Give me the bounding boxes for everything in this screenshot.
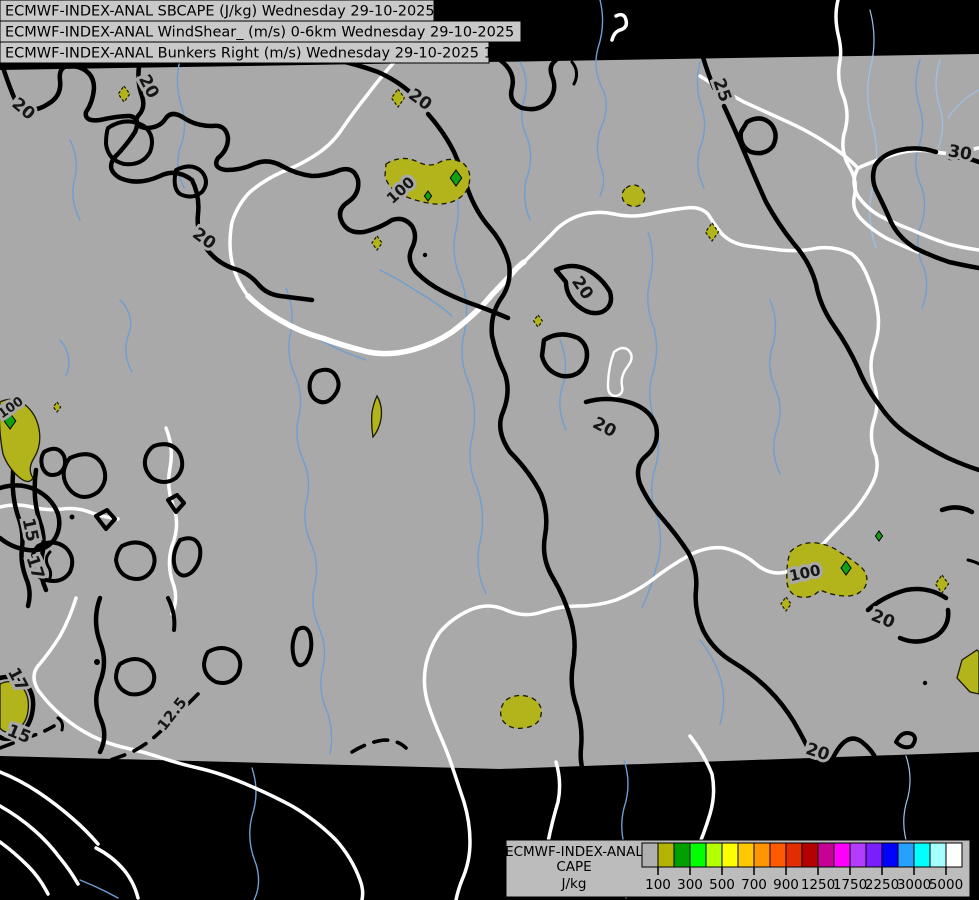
colorbar-swatch	[929, 842, 947, 868]
legend-title: ECMWF-INDEX-ANAL	[505, 844, 643, 860]
cape-small-patch	[52, 400, 62, 414]
cape-small-patch	[704, 221, 720, 243]
colorbar-swatch	[753, 842, 771, 868]
colorbar-swatch	[817, 842, 835, 868]
colorbar-swatch	[833, 842, 851, 868]
title-line-1: ECMWF-INDEX-ANAL SBCAPE (J/kg) Wednesday…	[5, 4, 481, 20]
colorbar-ticks	[657, 867, 947, 875]
colorbar-swatch	[721, 842, 739, 868]
colorbar-swatch	[881, 842, 899, 868]
colorbar-swatch	[785, 842, 803, 868]
shear-contours	[0, 51, 979, 770]
colorbar-tick-label: 500	[709, 877, 735, 893]
colorbar-tick-label: 3000	[897, 877, 931, 893]
colorbar-swatch	[689, 842, 707, 868]
cape-200-mark	[874, 530, 884, 542]
cape-200-mark	[449, 169, 463, 187]
cape-small-patch	[532, 313, 544, 329]
colorbar-tick-label: 2250	[865, 877, 899, 893]
colorbar-swatch	[657, 842, 675, 868]
legend-parameter: CAPE	[556, 859, 591, 875]
colorbar-swatch	[897, 842, 915, 868]
cape-200-mark	[423, 190, 433, 202]
title-line-3: ECMWF-INDEX-ANAL Bunkers Right (m/s) Wed…	[5, 46, 525, 62]
colorbar-swatch	[673, 842, 691, 868]
colorbar-swatch	[641, 842, 659, 868]
map-title-line: ECMWF-INDEX-ANAL SBCAPE (J/kg) Wednesday…	[0, 0, 481, 22]
cape-200-mark	[3, 412, 17, 430]
cape-200-mark	[840, 560, 852, 576]
colorbar-tick-label: 100	[645, 877, 671, 893]
map-domain	[0, 54, 979, 769]
colorbar-tick-label: 1750	[833, 877, 867, 893]
cape-small-patch	[780, 595, 792, 613]
colorbar-tick-label: 5000	[929, 877, 963, 893]
colorbar-tick-label: 1250	[801, 877, 835, 893]
colorbar-swatch	[769, 842, 787, 868]
map-title-block: ECMWF-INDEX-ANAL SBCAPE (J/kg) Wednesday…	[0, 0, 561, 64]
colorbar-swatch	[945, 842, 963, 868]
cape-small-patch	[117, 84, 131, 104]
contour-label: 30	[946, 141, 973, 165]
title-line-2: ECMWF-INDEX-ANAL WindShear_ (m/s) 0-6km …	[5, 25, 561, 41]
colorbar-tick-label: 700	[741, 877, 767, 893]
colorbar-swatch	[913, 842, 931, 868]
colorbar-swatch	[865, 842, 883, 868]
cape-small-patches	[52, 84, 950, 613]
colorbar-swatch	[849, 842, 867, 868]
colorbar-tick-label: 300	[677, 877, 703, 893]
cape-small-patch	[390, 87, 406, 109]
legend-units: J/kg	[561, 876, 587, 892]
cape-small-patch	[934, 573, 950, 595]
colorbar	[641, 842, 963, 868]
colorbar-swatch	[705, 842, 723, 868]
cape-200-marks	[3, 169, 884, 576]
map-title-line: ECMWF-INDEX-ANAL Bunkers Right (m/s) Wed…	[0, 41, 525, 64]
colorbar-swatch	[737, 842, 755, 868]
map-title-line: ECMWF-INDEX-ANAL WindShear_ (m/s) 0-6km …	[0, 20, 561, 43]
cape-small-patch	[371, 234, 383, 252]
legend: ECMWF-INDEX-ANAL CAPE J/kg 100 300 500 700 9…	[505, 839, 971, 898]
colorbar-tick-label: 900	[773, 877, 799, 893]
colorbar-swatch	[801, 842, 819, 868]
